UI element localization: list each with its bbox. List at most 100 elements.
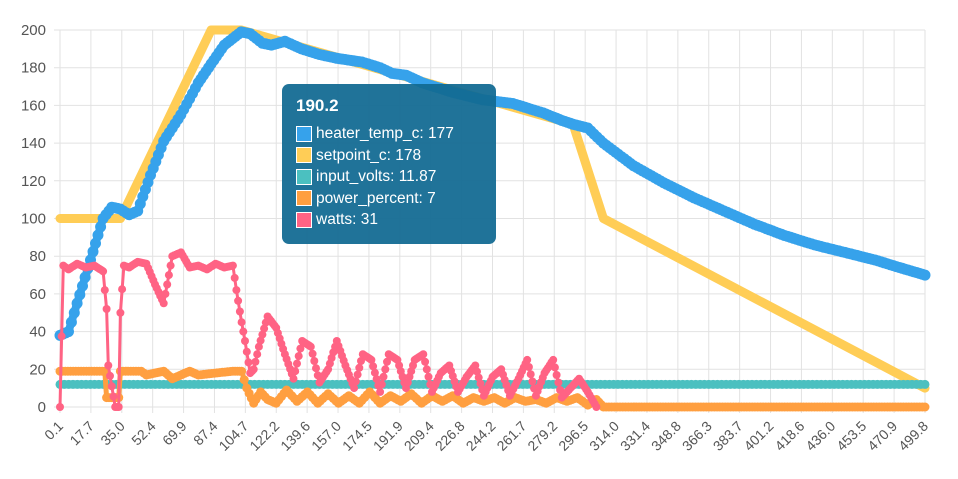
data-point [235, 307, 244, 316]
data-point [56, 403, 64, 411]
data-point [237, 366, 247, 376]
y-tick-label: 200 [21, 22, 46, 39]
tooltip-item: input_volts: 11.87 [296, 166, 482, 188]
tooltip: 190.2 heater_temp_c: 177 setpoint_c: 178… [282, 84, 496, 244]
data-point [159, 299, 168, 308]
data-point [253, 350, 262, 359]
data-point [919, 269, 931, 281]
data-point [90, 237, 101, 249]
x-tick-label: 401.2 [741, 418, 777, 454]
tooltip-item: power_percent: 7 [296, 188, 482, 210]
x-tick-label: 348.8 [648, 418, 684, 454]
data-point [109, 392, 118, 401]
data-point [554, 378, 563, 387]
x-tick-label: 157.0 [308, 418, 344, 454]
data-point [353, 370, 362, 379]
data-point [422, 365, 431, 374]
data-point [471, 361, 480, 370]
data-point [376, 387, 385, 396]
x-tick-label: 470.9 [864, 418, 900, 454]
data-point [369, 362, 378, 371]
data-point [383, 357, 391, 366]
data-point [355, 363, 364, 372]
data-point [381, 365, 390, 374]
data-point [523, 355, 532, 364]
x-tick-label: 0.1 [41, 418, 66, 443]
y-tick-label: 180 [21, 60, 46, 77]
x-tick-label: 226.8 [432, 418, 468, 454]
data-point [260, 324, 269, 333]
data-point [106, 371, 114, 380]
x-tick-label: 383.7 [710, 418, 746, 454]
data-point [372, 375, 381, 384]
tooltip-item-label: watts: 31 [316, 211, 379, 228]
y-tick-label: 100 [21, 211, 46, 228]
data-point [234, 296, 243, 305]
data-point [237, 318, 246, 327]
data-point [258, 330, 267, 339]
data-point [421, 357, 430, 366]
x-tick-label: 52.4 [128, 418, 159, 449]
tooltip-swatch [296, 125, 312, 142]
x-tick-label: 139.6 [277, 418, 313, 454]
data-point [474, 373, 483, 382]
data-point [254, 342, 263, 351]
tooltip-swatch [296, 147, 312, 164]
data-point [251, 357, 260, 366]
data-point [592, 403, 601, 411]
x-tick-label: 366.3 [679, 418, 715, 454]
x-tick-label: 296.5 [555, 418, 591, 454]
tooltip-item-label: power_percent: 7 [316, 189, 436, 207]
data-point [107, 382, 116, 391]
data-point [161, 289, 170, 298]
tooltip-item-label: heater_temp_c: 177 [316, 125, 454, 142]
x-tick-label: 69.9 [159, 418, 190, 449]
data-point [68, 307, 80, 319]
data-point [524, 363, 533, 371]
x-tick-label: 261.7 [493, 418, 529, 454]
y-tick-label: 120 [21, 173, 46, 190]
y-tick-label: 160 [21, 97, 46, 114]
data-point [256, 336, 265, 345]
x-tick-label: 453.5 [833, 418, 869, 454]
data-point [71, 297, 83, 309]
data-point [351, 377, 360, 386]
x-tick-label: 191.9 [370, 418, 406, 454]
data-point [63, 326, 74, 338]
x-tick-label: 279.2 [524, 418, 560, 454]
data-point [308, 349, 317, 358]
data-point [249, 365, 258, 374]
data-point [528, 377, 537, 386]
data-point [294, 352, 303, 361]
y-tick-label: 60 [29, 286, 46, 303]
x-tick-label: 17.7 [66, 418, 97, 449]
data-point [291, 367, 300, 376]
data-point [244, 358, 253, 367]
x-axis: 0.1 17.7 35.0 52.4 69.9 87.4104.7122.2139.615… [41, 418, 931, 454]
data-point [239, 375, 249, 385]
x-tick-label: 122.2 [246, 418, 282, 454]
x-tick-label: 436.0 [802, 418, 838, 454]
data-point [232, 286, 241, 295]
data-point [306, 342, 315, 351]
data-point [370, 368, 379, 377]
data-point [424, 372, 433, 381]
y-tick-label: 40 [29, 324, 46, 341]
data-point [476, 379, 485, 388]
x-tick-label: 209.4 [401, 418, 437, 454]
data-point [473, 367, 481, 376]
data-point [100, 286, 109, 295]
data-point [379, 372, 388, 381]
x-tick-label: 418.6 [771, 418, 807, 454]
data-point [350, 384, 359, 393]
data-point [920, 402, 930, 412]
data-point [920, 379, 930, 389]
data-point [419, 350, 428, 359]
series-heater-temp-c [54, 26, 931, 341]
data-point [104, 361, 113, 370]
data-point [57, 332, 66, 341]
data-point [549, 355, 558, 364]
data-point [92, 229, 104, 241]
data-point [118, 285, 127, 294]
